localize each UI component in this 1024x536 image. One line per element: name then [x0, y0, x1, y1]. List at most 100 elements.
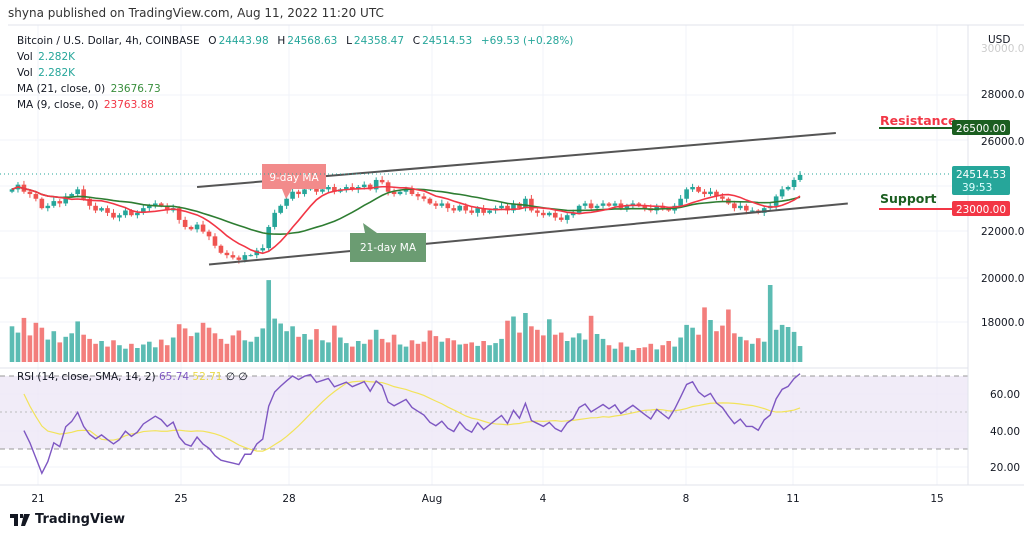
- candle-body: [606, 203, 612, 206]
- price-axis[interactable]: USD 30000.00 28000.00 26000.00 22000.00 …: [981, 34, 1024, 474]
- volume-bar: [421, 341, 427, 362]
- volume-bar: [194, 332, 200, 362]
- ma21-line: [11, 186, 801, 236]
- ma21-label: MA (21, close, 0): [17, 83, 106, 95]
- candle-body: [529, 198, 534, 211]
- rsi-line: [23, 373, 801, 476]
- time-tick: 21: [31, 493, 44, 505]
- candle-body: [135, 212, 140, 216]
- brand-name: TradingView: [35, 512, 126, 527]
- tradingview-logo-icon: [10, 513, 30, 526]
- volume-bar: [690, 327, 695, 362]
- volume-bar: [361, 343, 367, 362]
- time-axis[interactable]: 21 25 28 Aug 4 8 11 15: [31, 493, 943, 505]
- symbol-title[interactable]: Bitcoin / U.S. Dollar, 4h, COINBASE: [17, 35, 200, 47]
- candle-body: [469, 210, 474, 213]
- volume-bar: [738, 336, 743, 362]
- tradingview-logo[interactable]: TradingView: [10, 512, 125, 527]
- resistance-label: Resistance: [880, 113, 956, 128]
- volume-bar: [523, 313, 528, 362]
- resistance-badge: 26500.00: [952, 120, 1010, 135]
- ma9-row[interactable]: MA (9, close, 0) 23763.88: [17, 97, 575, 113]
- volume-bar: [9, 326, 15, 362]
- volume-bar: [93, 343, 98, 362]
- volume-bar: [505, 320, 510, 362]
- candle-body: [397, 191, 403, 195]
- candle-body: [594, 205, 600, 209]
- candle-body: [218, 245, 224, 253]
- volume-bar: [379, 338, 385, 362]
- volume-bar: [779, 324, 785, 362]
- price-tick: 28000.00: [981, 89, 1024, 101]
- volume-row[interactable]: Vol 2.282K: [17, 49, 575, 65]
- candle-body: [200, 224, 206, 232]
- candle-body: [445, 203, 451, 209]
- volume-bar: [188, 336, 194, 362]
- volume-bar: [702, 307, 707, 362]
- candle-body: [57, 201, 63, 204]
- candle-body: [391, 191, 397, 195]
- ma21-callout[interactable]: 21-day MA: [350, 223, 426, 262]
- volume-bar: [648, 343, 654, 362]
- volume-bar: [409, 340, 415, 362]
- volume-bar: [27, 335, 33, 362]
- candle-body: [541, 212, 546, 216]
- volume-bar: [451, 340, 457, 362]
- last-price-badge: 24514.53 39:53: [952, 166, 1010, 195]
- candle-body: [93, 205, 98, 211]
- candle-body: [696, 187, 701, 192]
- volume-bar: [272, 318, 277, 362]
- ma9-line: [11, 185, 801, 255]
- candle-body: [552, 212, 558, 218]
- support-label: Support: [880, 191, 937, 206]
- volume-bar: [678, 337, 683, 362]
- candle-body: [738, 205, 743, 209]
- volume-bar: [260, 328, 266, 362]
- currency-label: USD: [988, 34, 1010, 46]
- volume-bar: [618, 342, 624, 362]
- candle-body: [433, 203, 439, 206]
- ma21-value: 23676.73: [110, 83, 161, 95]
- ma21-row[interactable]: MA (21, close, 0) 23676.73: [17, 81, 575, 97]
- candle-body: [290, 191, 295, 199]
- rsi-legend[interactable]: RSI (14, close, SMA, 14, 2) 65.74 52.71 …: [17, 371, 247, 383]
- volume-bar: [564, 341, 570, 362]
- resistance-price: 26500.00: [956, 123, 1006, 135]
- candle-body: [361, 184, 367, 187]
- volume-bar: [290, 326, 295, 362]
- volume-bar: [552, 334, 558, 362]
- candle-body: [511, 203, 516, 211]
- candle-body: [344, 187, 349, 190]
- volume-bar: [582, 339, 588, 362]
- volume-row[interactable]: Vol 2.282K: [17, 65, 575, 81]
- volume-bar: [338, 337, 343, 362]
- volume-bar: [81, 334, 86, 362]
- volume-bar: [785, 327, 791, 362]
- candle-body: [475, 208, 480, 213]
- candle-body: [702, 191, 707, 195]
- candle-body: [642, 205, 648, 209]
- volume-bar: [45, 339, 51, 362]
- volume-bar: [320, 340, 325, 362]
- candle-body: [636, 203, 642, 206]
- rsi-na-value: ∅: [238, 371, 248, 383]
- candle-body: [547, 212, 552, 216]
- candle-body: [266, 226, 272, 249]
- candle-body: [158, 203, 164, 206]
- bar-countdown: 39:53: [962, 182, 992, 194]
- candle-body: [791, 179, 797, 187]
- volume-bar: [87, 338, 92, 362]
- candle-body: [87, 198, 92, 206]
- volume-bar: [427, 330, 433, 362]
- volume-bar: [170, 337, 176, 362]
- price-tick: 30000.00: [981, 43, 1024, 55]
- volume-bar: [224, 343, 230, 362]
- ma9-callout[interactable]: 9-day MA: [262, 164, 326, 199]
- volume-bar: [51, 331, 57, 362]
- candle-body: [708, 191, 713, 195]
- volume-bar: [797, 346, 803, 362]
- volume-bar: [666, 341, 671, 362]
- volume-bar: [660, 345, 666, 362]
- candle-body: [129, 210, 134, 216]
